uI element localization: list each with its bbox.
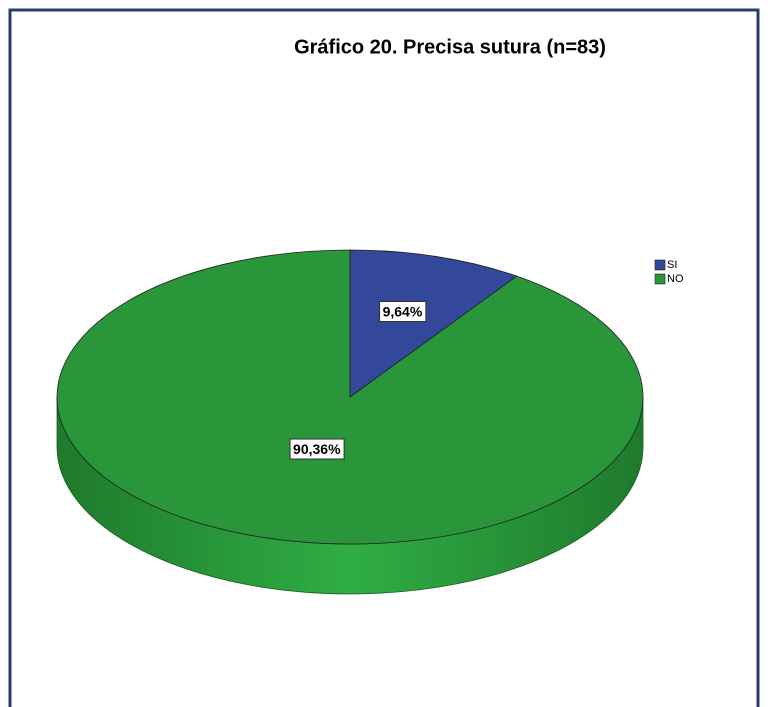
legend-label: SI	[667, 259, 677, 271]
pie-slice	[56, 249, 644, 545]
value-label: 9,64%	[383, 304, 423, 320]
pie-slice	[349, 249, 518, 398]
chart-title: Gráfico 20. Precisa sutura (n=83)	[294, 36, 606, 58]
value-label-box	[379, 301, 427, 323]
legend-swatch	[654, 273, 666, 285]
value-label-box	[289, 438, 345, 460]
legend-label: NO	[667, 273, 684, 285]
frame	[8, 8, 760, 707]
legend-swatch	[654, 259, 666, 271]
value-label: 90,36%	[293, 441, 341, 457]
